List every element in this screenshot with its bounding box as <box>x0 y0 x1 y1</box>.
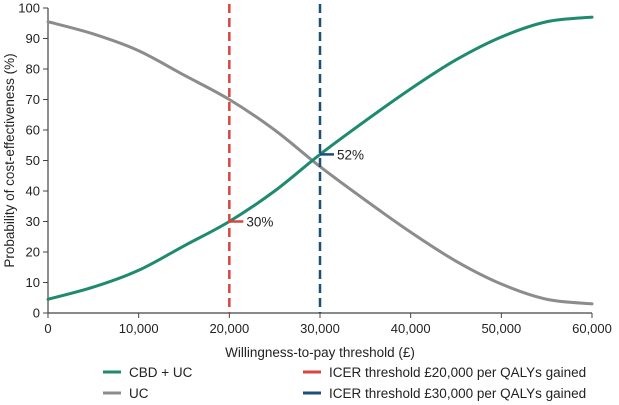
x-tick-label: 10,000 <box>119 321 159 336</box>
x-tick-label: 50,000 <box>481 321 521 336</box>
y-tick-label: 60 <box>26 123 40 138</box>
y-axis-title: Probability of cost-effectiveness (%) <box>2 53 17 267</box>
x-tick-label: 20,000 <box>209 321 249 336</box>
y-tick-label: 80 <box>26 62 40 77</box>
legend-label: ICER threshold £20,000 per QALYs gained <box>329 365 586 380</box>
legend-label: UC <box>129 386 149 401</box>
y-tick-label: 40 <box>26 184 40 199</box>
y-tick-label: 70 <box>26 92 40 107</box>
y-tick-label: 90 <box>26 31 40 46</box>
y-tick-label: 0 <box>33 306 40 321</box>
legend-label: ICER threshold £30,000 per QALYs gained <box>329 386 586 401</box>
annotation-label: 52% <box>337 147 364 162</box>
y-tick-label: 30 <box>26 214 40 229</box>
x-tick-label: 60,000 <box>572 321 612 336</box>
x-axis-title: Willingness-to-pay threshold (£) <box>225 345 415 360</box>
y-tick-label: 10 <box>26 275 40 290</box>
y-tick-label: 20 <box>26 245 40 260</box>
legend-label: CBD + UC <box>129 365 193 380</box>
x-tick-label: 0 <box>44 321 51 336</box>
y-tick-label: 100 <box>18 1 40 16</box>
x-tick-label: 40,000 <box>391 321 431 336</box>
annotation-label: 30% <box>246 215 273 230</box>
x-tick-label: 30,000 <box>300 321 340 336</box>
y-tick-label: 50 <box>26 153 40 168</box>
